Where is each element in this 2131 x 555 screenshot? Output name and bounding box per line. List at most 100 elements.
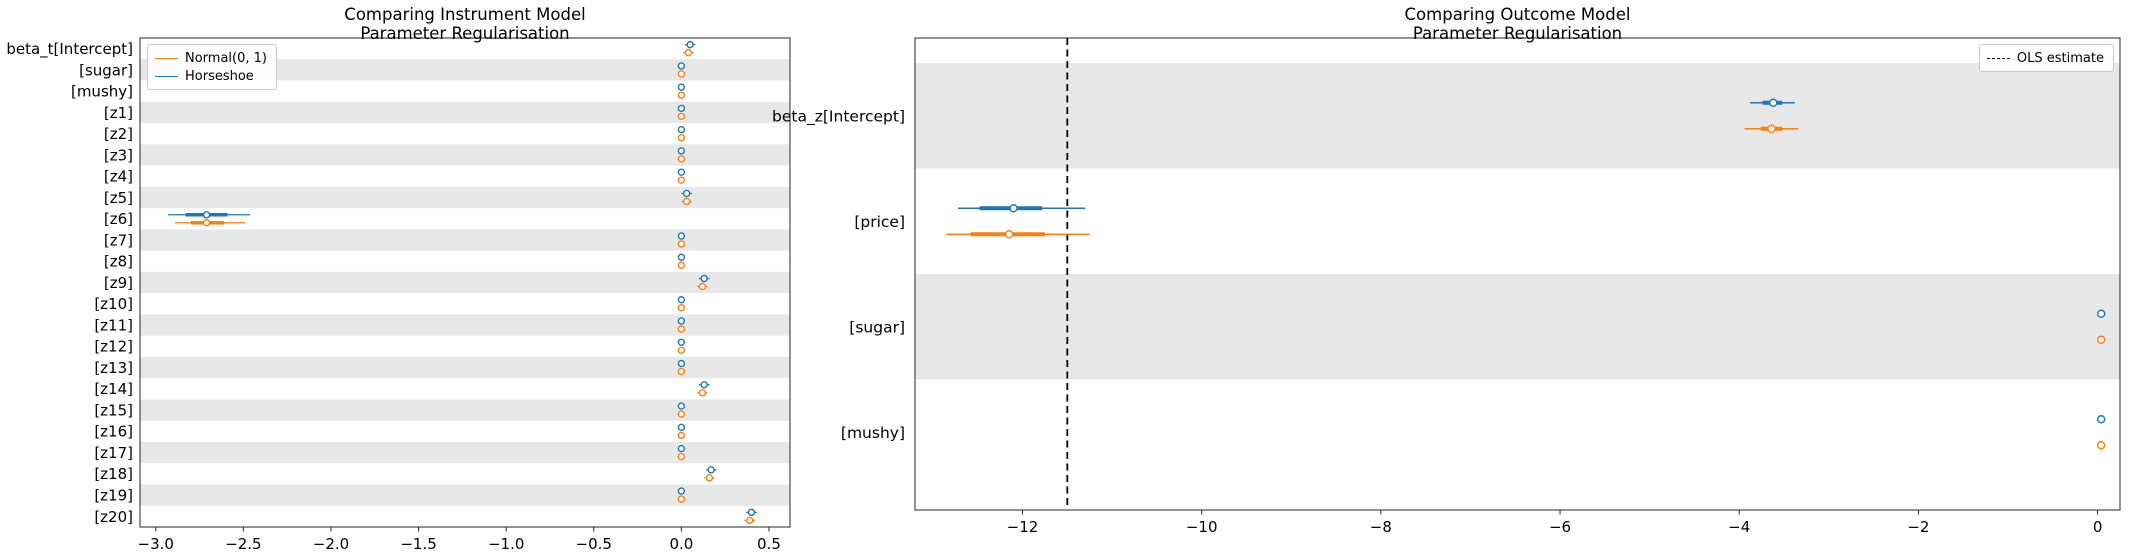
horseshoe-point-marker bbox=[700, 381, 708, 389]
normal-point-marker bbox=[677, 155, 686, 163]
normal-point-marker bbox=[202, 219, 211, 227]
title-line-1: Comparing Outcome Model bbox=[1404, 5, 1631, 24]
y-axis-label: [z4] bbox=[104, 168, 133, 186]
plot-spines bbox=[139, 37, 791, 528]
outcome-chart-title: Comparing Outcome Model Parameter Regula… bbox=[915, 5, 2120, 44]
y-axis-label: [z3] bbox=[104, 146, 133, 164]
y-axis-label: [z20] bbox=[94, 508, 133, 526]
horseshoe-point-marker bbox=[677, 232, 686, 240]
normal-line-sample-icon bbox=[155, 57, 178, 59]
x-tick-label: −8 bbox=[1370, 518, 1392, 536]
y-axis-label: [z9] bbox=[104, 274, 133, 292]
y-axis-label: [z15] bbox=[94, 401, 133, 419]
y-axis-label: [z19] bbox=[94, 487, 133, 505]
normal-point-marker bbox=[677, 346, 686, 354]
row-band bbox=[915, 274, 2120, 380]
legend-label-horseshoe: Horseshoe bbox=[185, 68, 254, 84]
x-tick-label: −1.0 bbox=[488, 535, 524, 553]
horseshoe-point-marker bbox=[677, 147, 686, 155]
normal-point-marker bbox=[705, 474, 714, 482]
row-band bbox=[140, 271, 790, 294]
horseshoe-point-marker bbox=[677, 296, 686, 304]
normal-point-marker bbox=[677, 325, 686, 333]
horseshoe-point-marker bbox=[677, 487, 686, 495]
x-tick-label: −6 bbox=[1549, 518, 1571, 536]
x-tick-label: −10 bbox=[1186, 518, 1218, 536]
horseshoe-point-marker bbox=[707, 466, 715, 474]
horseshoe-point-marker bbox=[677, 125, 686, 134]
y-axis-label: [z17] bbox=[94, 444, 133, 462]
instrument-model-chart: beta_t[Intercept] [sugar] [mushy] [z1] [z2] [… bbox=[6, 37, 791, 553]
horseshoe-point-marker bbox=[677, 104, 686, 113]
row-band bbox=[140, 186, 790, 209]
row-band bbox=[140, 399, 790, 421]
x-tick-label: −2.5 bbox=[225, 535, 261, 553]
y-axis-label: [z1] bbox=[104, 104, 133, 122]
x-tick-label: −1.5 bbox=[400, 535, 436, 553]
row-band bbox=[140, 314, 790, 336]
horseshoe-point-marker bbox=[677, 359, 686, 368]
x-tick-label: −2.0 bbox=[313, 535, 349, 553]
normal-point-marker bbox=[1004, 230, 1014, 239]
legend-label-ols: OLS estimate bbox=[2016, 50, 2104, 66]
title-line-1: Comparing Instrument Model bbox=[344, 5, 586, 24]
horseshoe-point-marker bbox=[677, 253, 686, 261]
y-axis-label: beta_z[Intercept] bbox=[772, 107, 905, 126]
y-axis-label: [sugar] bbox=[849, 318, 905, 336]
horseshoe-point-marker bbox=[677, 444, 686, 453]
y-axis-label: [z13] bbox=[94, 359, 133, 377]
horseshoe-point-marker bbox=[677, 402, 686, 410]
y-axis-label: [z5] bbox=[104, 189, 133, 207]
horseshoe-point-marker bbox=[686, 40, 694, 49]
row-band bbox=[140, 59, 790, 81]
x-tick-label: −12 bbox=[1007, 518, 1039, 536]
title-line-2: Parameter Regularisation bbox=[1412, 24, 1623, 44]
x-tick-label: 0.5 bbox=[757, 535, 781, 553]
normal-point-marker bbox=[677, 431, 686, 440]
y-axis-label: [z11] bbox=[94, 316, 133, 334]
row-band bbox=[140, 441, 790, 464]
normal-point-marker bbox=[677, 133, 686, 142]
horseshoe-point-marker bbox=[700, 274, 708, 283]
horseshoe-point-marker bbox=[677, 62, 686, 70]
x-tick-label: −0.5 bbox=[576, 535, 612, 553]
y-axis-label: [z7] bbox=[104, 231, 133, 249]
horseshoe-point-marker bbox=[677, 423, 686, 432]
x-tick-label: −3.0 bbox=[138, 535, 174, 553]
normal-point-marker bbox=[2096, 441, 2106, 450]
horseshoe-point-marker bbox=[677, 338, 686, 346]
plot-spines bbox=[914, 37, 2121, 511]
y-axis-label: [z18] bbox=[94, 465, 133, 483]
y-axis-label: [price] bbox=[854, 213, 905, 231]
outcome-model-chart: beta_z[Intercept] [price] [sugar] [mushy] −1… bbox=[772, 37, 2121, 536]
horseshoe-point-marker bbox=[1769, 98, 1778, 107]
normal-point-marker bbox=[677, 367, 686, 376]
x-tick-label: −2 bbox=[1907, 518, 1929, 536]
normal-point-marker bbox=[677, 452, 686, 461]
normal-point-marker bbox=[2096, 335, 2106, 344]
normal-point-marker bbox=[684, 48, 693, 57]
horseshoe-point-marker bbox=[2096, 309, 2106, 318]
normal-point-marker bbox=[677, 70, 686, 78]
horseshoe-point-marker bbox=[677, 168, 686, 176]
y-axis-label: [z16] bbox=[94, 423, 133, 441]
normal-point-marker bbox=[677, 495, 686, 503]
y-axis-label: [z14] bbox=[94, 380, 133, 398]
legend-label-normal: Normal(0, 1) bbox=[185, 50, 267, 66]
normal-point-marker bbox=[698, 389, 707, 397]
y-axis-label: [z6] bbox=[104, 210, 133, 228]
y-axis-label: beta_t[Intercept] bbox=[6, 40, 133, 59]
y-axis-label: [z12] bbox=[94, 338, 133, 356]
outcome-legend: OLS estimate bbox=[1978, 44, 2114, 72]
x-tick-label: 0 bbox=[2093, 518, 2103, 536]
legend-entry-normal: Normal(0, 1) bbox=[155, 49, 267, 67]
y-axis-label: [mushy] bbox=[71, 83, 133, 101]
instrument-legend: Normal(0, 1) Horseshoe bbox=[147, 44, 277, 90]
horseshoe-point-marker bbox=[677, 83, 686, 91]
normal-point-marker bbox=[677, 261, 686, 269]
y-axis-label: [sugar] bbox=[79, 61, 133, 79]
row-band bbox=[140, 101, 790, 124]
y-axis-label: [z8] bbox=[104, 253, 133, 271]
x-tick-label: 0.0 bbox=[669, 535, 693, 553]
